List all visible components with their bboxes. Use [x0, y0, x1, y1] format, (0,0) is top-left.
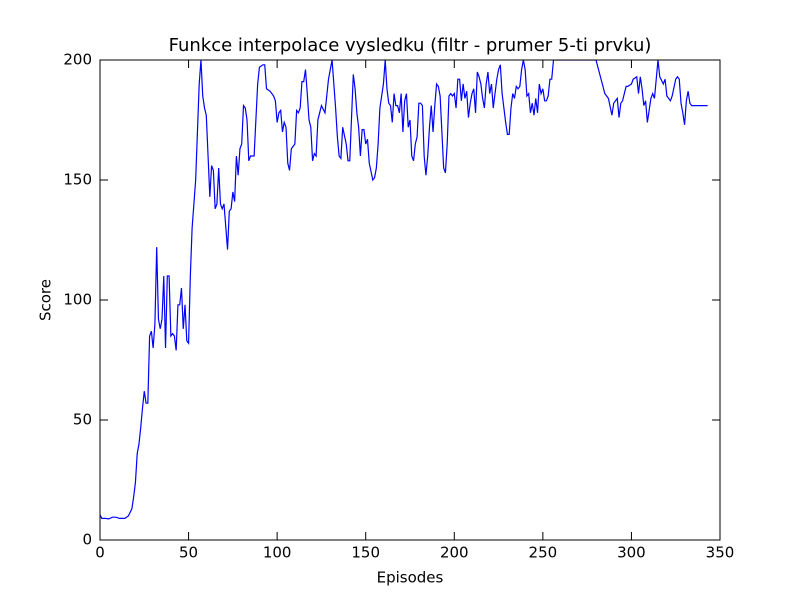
x-axis-label: Episodes	[377, 569, 444, 587]
x-tick-label: 100	[263, 544, 292, 562]
x-tick-label: 350	[706, 544, 735, 562]
x-tick-label: 200	[440, 544, 469, 562]
y-tick-label: 0	[82, 531, 92, 549]
y-tick-label: 150	[63, 171, 92, 189]
y-tick-label: 100	[63, 291, 92, 309]
chart-title: Funkce interpolace vysledku (filtr - pru…	[169, 35, 652, 56]
x-tick-label: 300	[617, 544, 646, 562]
data-line	[100, 60, 708, 520]
x-tick-label: 0	[95, 544, 105, 562]
y-axis-label: Score	[37, 279, 55, 321]
y-tick-label: 200	[63, 51, 92, 69]
x-tick-label: 250	[529, 544, 558, 562]
x-tick-label: 50	[179, 544, 198, 562]
x-tick-label: 150	[351, 544, 380, 562]
y-tick-label: 50	[73, 411, 92, 429]
